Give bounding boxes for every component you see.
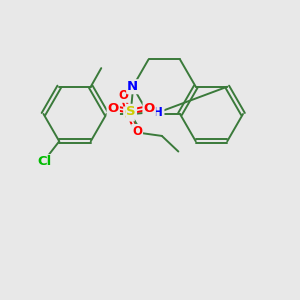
- Text: S: S: [124, 107, 134, 121]
- Text: O: O: [108, 102, 119, 116]
- Text: NH: NH: [144, 106, 164, 119]
- Text: N: N: [127, 80, 138, 93]
- Text: Cl: Cl: [37, 155, 51, 168]
- Text: O: O: [144, 102, 155, 116]
- Text: S: S: [126, 105, 136, 118]
- Text: O: O: [118, 89, 129, 102]
- Text: O: O: [132, 125, 142, 138]
